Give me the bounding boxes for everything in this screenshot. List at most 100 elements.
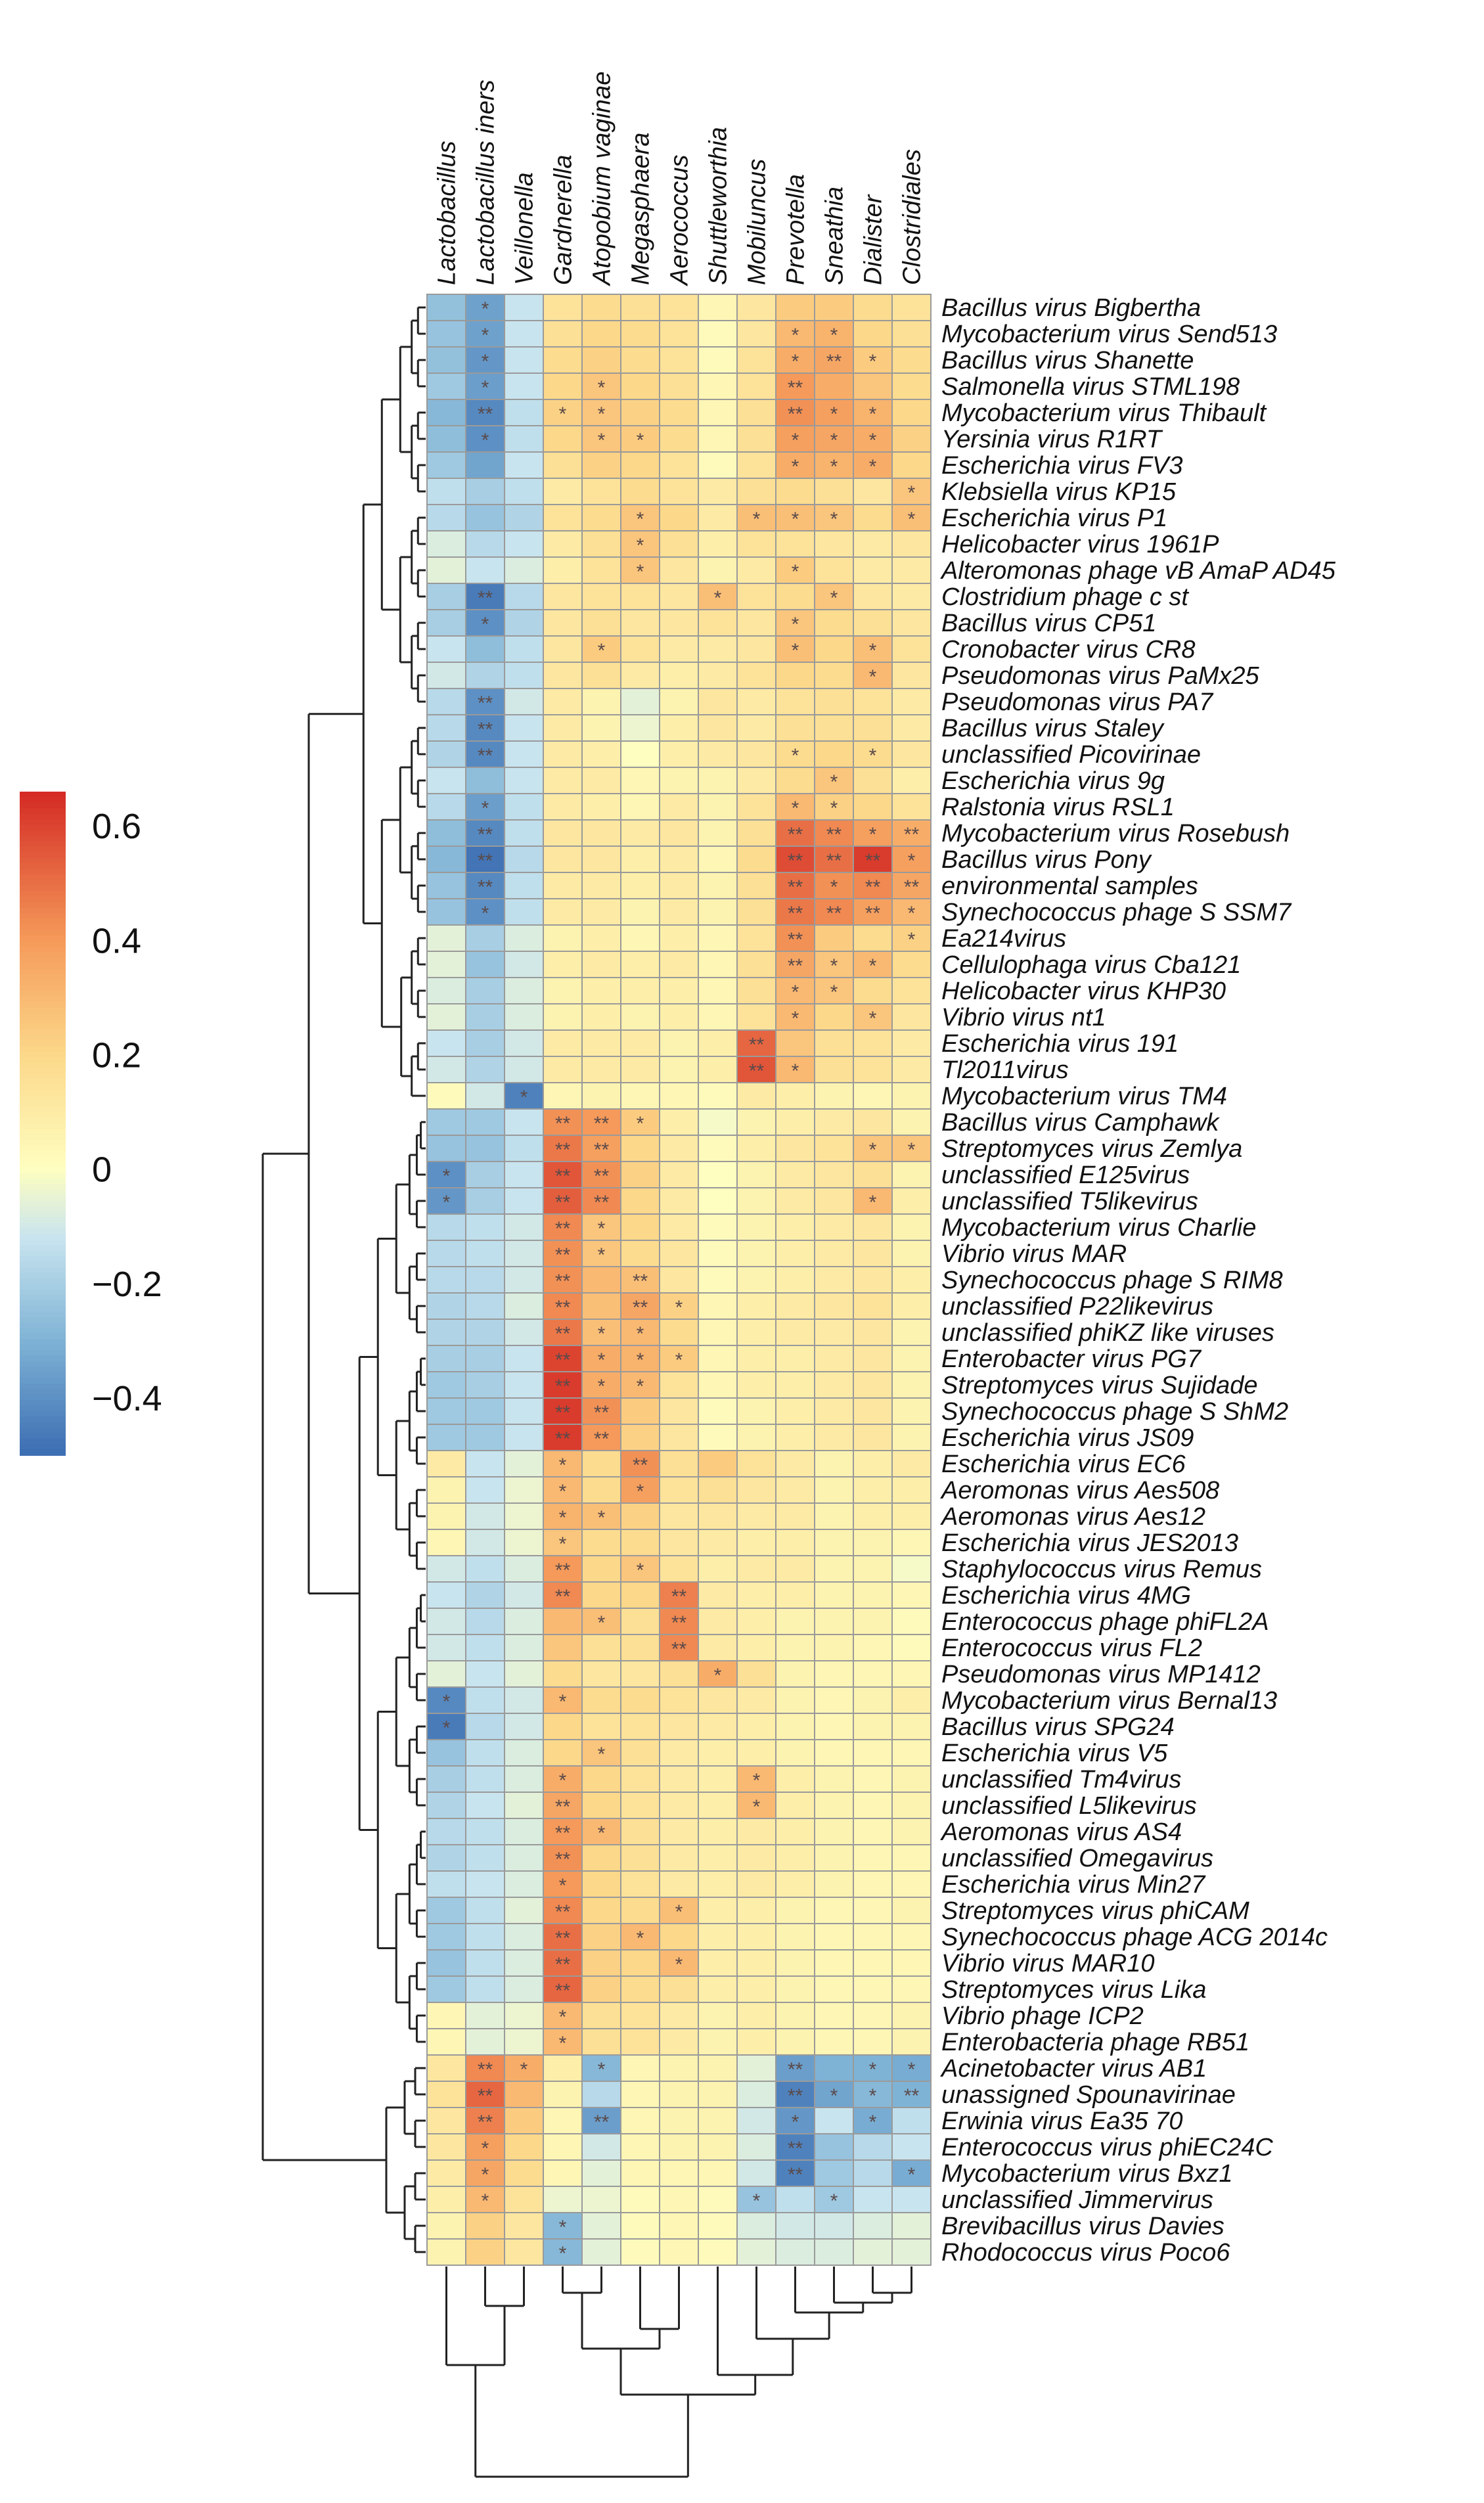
significance-star: *: [714, 587, 722, 609]
heatmap-cell: [891, 451, 932, 479]
heatmap-cell: [504, 1319, 544, 1346]
heatmap-cell: [736, 2002, 776, 2029]
heatmap-cell: [853, 399, 893, 426]
heatmap-cell: [620, 1424, 660, 1451]
heatmap-cell: [426, 1424, 466, 1451]
heatmap-cell: [659, 1003, 699, 1031]
heatmap-cell: [698, 478, 738, 505]
heatmap-cell: [659, 294, 699, 321]
heatmap-cell: [698, 1502, 738, 1530]
heatmap-cell: [775, 1634, 815, 1661]
heatmap-cell: [736, 1082, 776, 1110]
row-label: Mycobacterium virus Send513: [941, 321, 1277, 348]
heatmap-cell: [853, 1581, 893, 1609]
significance-star: **: [826, 824, 842, 846]
heatmap-cell: [659, 951, 699, 978]
heatmap-cell: [736, 1476, 776, 1504]
significance-star: *: [792, 640, 799, 662]
significance-star: *: [908, 2059, 916, 2081]
legend-swatch: [20, 946, 66, 953]
significance-star: **: [788, 2138, 803, 2159]
heatmap-cell: [775, 583, 815, 610]
legend-swatch: [20, 1339, 66, 1345]
legend-swatch: [20, 1328, 66, 1334]
heatmap-cell: [853, 478, 893, 505]
significance-star: **: [478, 719, 493, 740]
heatmap-cell: [504, 583, 544, 610]
significance-star: *: [598, 1744, 606, 1765]
heatmap-cell: [698, 1765, 738, 1793]
heatmap-cell: [465, 1319, 505, 1346]
row-label: unclassified Omegavirus: [941, 1845, 1213, 1872]
heatmap-cell: [426, 1555, 466, 1583]
significance-star: **: [555, 1192, 571, 1213]
heatmap-cell: [426, 1502, 466, 1530]
significance-star: **: [671, 1612, 687, 1634]
heatmap-cell: [620, 1739, 660, 1767]
heatmap-cell: [581, 1634, 621, 1661]
heatmap-cell: [814, 1975, 854, 2003]
heatmap-cell: [504, 1240, 544, 1267]
legend-tick-label: 0.4: [92, 921, 141, 960]
significance-star: *: [598, 1349, 606, 1371]
heatmap-cell: [698, 583, 738, 610]
heatmap-cell: [814, 1529, 854, 1556]
heatmap-cell: [465, 662, 505, 689]
heatmap-cell: [698, 1949, 738, 1977]
heatmap-cell: [736, 1949, 776, 1977]
heatmap-cell: [504, 1213, 544, 1241]
heatmap-cell: [775, 1581, 815, 1609]
heatmap-cell: [659, 1240, 699, 1267]
heatmap-cell: [426, 2186, 466, 2213]
heatmap-cell: [426, 2212, 466, 2240]
significance-star: **: [478, 876, 493, 898]
heatmap-cell: [891, 2028, 932, 2056]
heatmap-cell: [659, 662, 699, 689]
significance-star: *: [675, 1297, 683, 1319]
heatmap-cell: [543, 1739, 583, 1767]
heatmap-cell: [698, 1608, 738, 1635]
heatmap-cell: [775, 1029, 815, 1057]
legend-swatch: [20, 1151, 66, 1158]
column-label: Prevotella: [782, 174, 810, 285]
heatmap-cell: [814, 1870, 854, 1898]
heatmap-cell: [698, 2186, 738, 2213]
heatmap-cell: [736, 1187, 776, 1215]
heatmap-cell: [891, 793, 932, 821]
heatmap-cell: [891, 819, 932, 847]
heatmap-cell: [736, 425, 776, 453]
heatmap-cell: [891, 1292, 932, 1320]
row-dendrogram: [261, 306, 426, 2253]
heatmap-cell: [775, 372, 815, 400]
significance-star: **: [555, 1218, 571, 1240]
heatmap-cell: [659, 372, 699, 400]
legend-swatch: [20, 952, 66, 958]
heatmap-cell: [543, 2107, 583, 2134]
heatmap-cell: [543, 425, 583, 453]
heatmap-cell: [465, 1581, 505, 1609]
heatmap-cell: [698, 1003, 738, 1031]
significance-star: **: [594, 1139, 610, 1161]
heatmap-cell: [426, 399, 466, 426]
significance-star: *: [869, 1192, 877, 1213]
heatmap-cell: [465, 1397, 505, 1425]
heatmap-cell: [581, 556, 621, 584]
heatmap-cell: [465, 2054, 505, 2082]
row-label: Mycobacterium virus Rosebush: [941, 820, 1290, 847]
heatmap-cell: [620, 1161, 660, 1188]
heatmap-cell: [853, 1319, 893, 1346]
legend-swatch: [20, 1245, 66, 1252]
heatmap-cell: [465, 530, 505, 558]
legend-swatch: [20, 1090, 66, 1096]
row-label: Aeromonas virus Aes508: [940, 1477, 1219, 1504]
significance-star: **: [478, 692, 493, 714]
significance-star: *: [482, 325, 489, 346]
heatmap-cell: [620, 2054, 660, 2082]
legend-swatch: [20, 868, 66, 876]
heatmap-cell: [659, 1213, 699, 1241]
significance-star: *: [637, 1376, 644, 1397]
heatmap-cell: [581, 1923, 621, 1951]
column-label: Dialister: [860, 194, 888, 285]
heatmap-cell: [814, 1240, 854, 1267]
